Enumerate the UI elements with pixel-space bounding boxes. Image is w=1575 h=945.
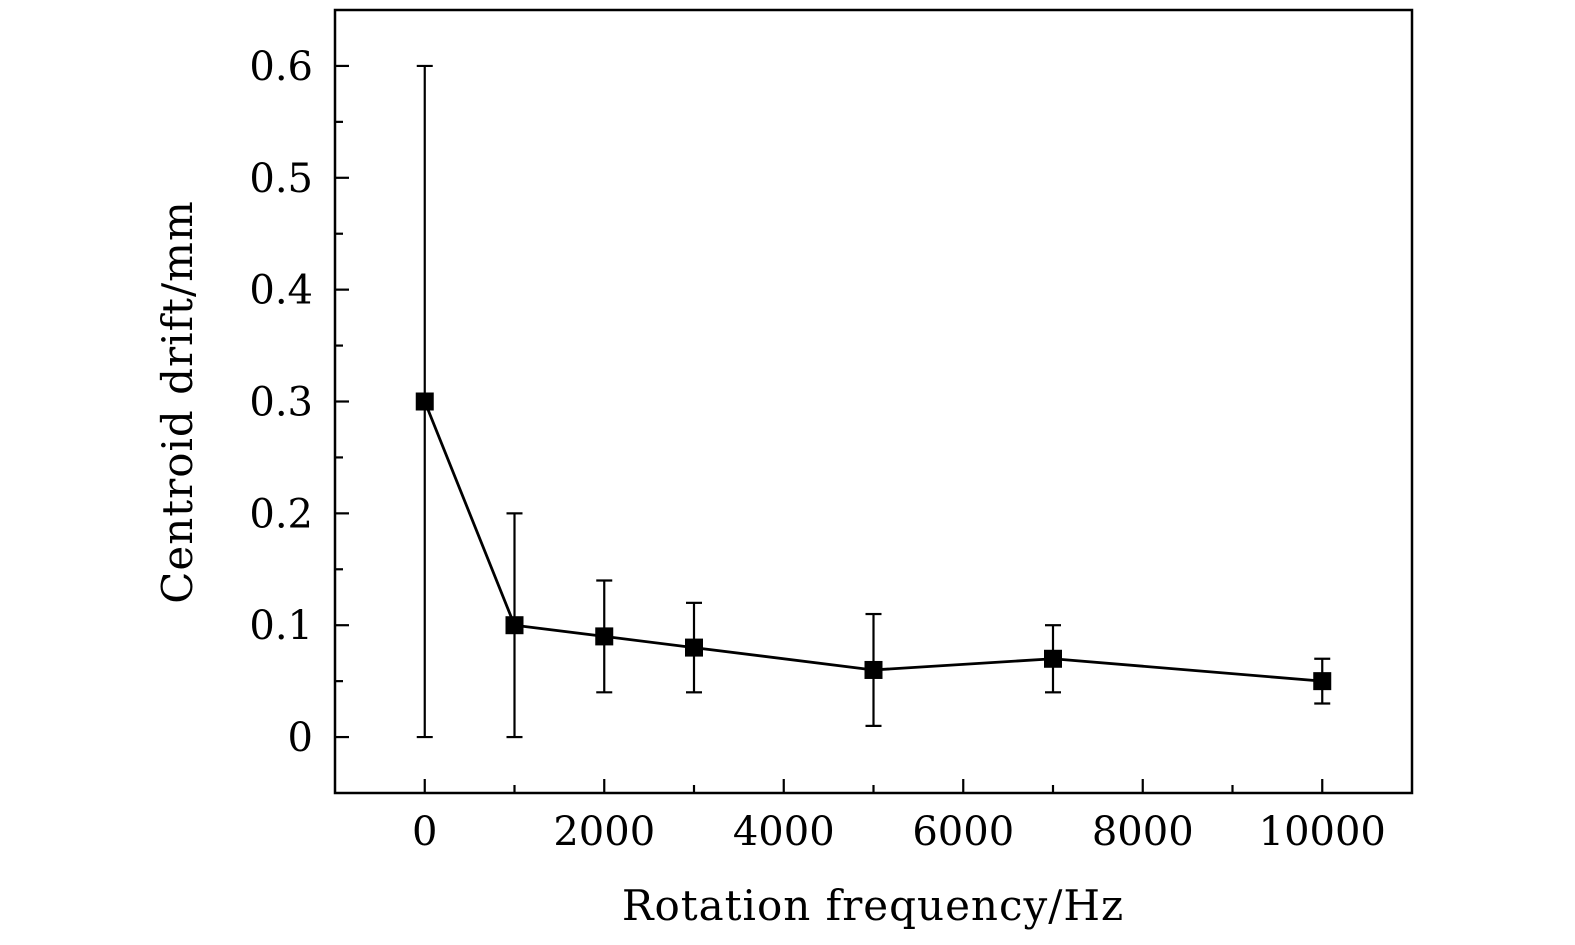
y-axis: 0 0.1 0.2 0.3 0.4 0.5 0.6 (249, 44, 349, 761)
x-tick-label: 4000 (733, 809, 835, 855)
data-point (685, 638, 703, 657)
y-tick-label: 0.2 (249, 491, 313, 537)
data-point (864, 660, 883, 679)
x-axis: 0 2000 4000 6000 8000 10000 (412, 779, 1386, 855)
x-tick-label: 6000 (912, 809, 1014, 855)
data-point (415, 392, 434, 411)
y-tick-label: 0 (288, 715, 313, 761)
data-point (1313, 672, 1332, 691)
x-tick-label: 8000 (1092, 809, 1194, 855)
y-axis-title: Centroid drift/mm (153, 200, 202, 604)
series-layer (415, 64, 1332, 739)
data-point (595, 627, 614, 646)
x-tick-label: 10000 (1259, 809, 1386, 855)
y-tick-label: 0.6 (249, 44, 313, 90)
y-tick-label: 0.4 (249, 268, 313, 314)
data-point (505, 616, 524, 635)
data-point (1044, 649, 1062, 668)
y-tick-label: 0.3 (249, 380, 313, 426)
y-tick-label: 0.5 (249, 156, 313, 202)
x-tick-label: 0 (412, 809, 437, 855)
x-axis-title: Rotation frequency/Hz (622, 881, 1124, 930)
y-tick-label: 0.1 (249, 603, 313, 649)
x-tick-label: 2000 (553, 809, 655, 855)
